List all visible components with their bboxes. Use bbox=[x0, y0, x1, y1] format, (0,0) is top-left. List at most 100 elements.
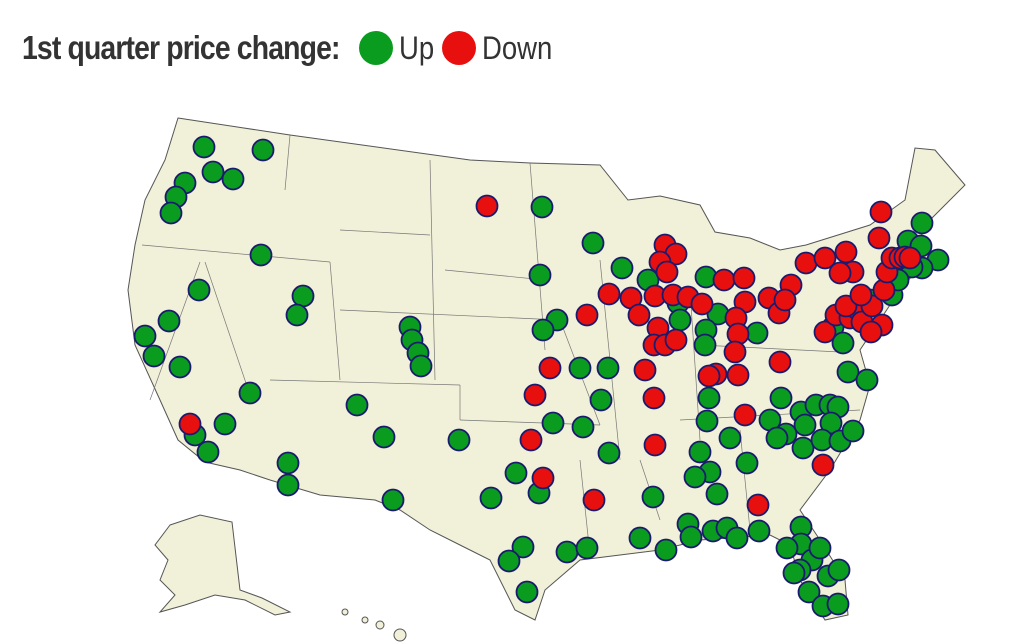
marker-up bbox=[855, 368, 879, 392]
marker-up bbox=[249, 243, 273, 267]
up-swatch-icon bbox=[359, 31, 394, 65]
marker-up bbox=[159, 201, 183, 225]
marker-up bbox=[213, 412, 237, 436]
marker-up bbox=[718, 426, 742, 450]
marker-up bbox=[497, 549, 521, 573]
marker-down bbox=[849, 283, 873, 307]
marker-down bbox=[828, 261, 852, 285]
marker-up bbox=[688, 440, 712, 464]
marker-up bbox=[827, 558, 851, 582]
markers bbox=[133, 135, 950, 618]
marker-up bbox=[168, 355, 192, 379]
marker-up bbox=[571, 415, 595, 439]
marker-up bbox=[735, 451, 759, 475]
marker-up bbox=[187, 278, 211, 302]
state-border bbox=[141, 244, 331, 263]
state-border bbox=[339, 309, 561, 321]
marker-up bbox=[747, 519, 771, 543]
marker-down bbox=[538, 356, 562, 380]
marker-up bbox=[504, 461, 528, 485]
hawaii-outline bbox=[341, 608, 407, 642]
marker-up bbox=[745, 321, 769, 345]
marker-up bbox=[531, 318, 555, 342]
state-borders bbox=[141, 134, 861, 556]
marker-up bbox=[597, 441, 621, 465]
marker-up bbox=[581, 231, 605, 255]
marker-down bbox=[597, 282, 621, 306]
marker-up bbox=[668, 308, 692, 332]
marker-up bbox=[808, 536, 832, 560]
state-border bbox=[739, 429, 751, 531]
marker-up bbox=[541, 411, 565, 435]
marker-up bbox=[793, 413, 817, 437]
marker-down bbox=[867, 226, 891, 250]
marker-up bbox=[555, 540, 579, 564]
marker-down bbox=[898, 246, 922, 270]
marker-up bbox=[589, 388, 613, 412]
marker-up bbox=[705, 482, 729, 506]
marker-down bbox=[768, 350, 792, 374]
marker-up bbox=[628, 526, 652, 550]
marker-up bbox=[568, 356, 592, 380]
marker-down bbox=[813, 246, 837, 270]
marker-down bbox=[642, 386, 666, 410]
marker-down bbox=[475, 194, 499, 218]
marker-down bbox=[834, 240, 858, 264]
marker-down bbox=[811, 453, 835, 477]
marker-up bbox=[596, 356, 620, 380]
marker-up bbox=[345, 393, 369, 417]
marker-up bbox=[381, 488, 405, 512]
marker-down bbox=[690, 292, 714, 316]
marker-down bbox=[655, 260, 679, 284]
marker-up bbox=[285, 303, 309, 327]
legend-up-label: Up bbox=[399, 29, 435, 66]
marker-up bbox=[697, 386, 721, 410]
marker-down bbox=[746, 493, 770, 517]
legend: 1st quarter price change: Up Down bbox=[22, 24, 558, 72]
marker-up bbox=[683, 465, 707, 489]
legend-down-label: Down bbox=[482, 29, 553, 66]
marker-up bbox=[192, 135, 216, 159]
state-border bbox=[444, 269, 546, 281]
marker-down bbox=[627, 303, 651, 327]
marker-down bbox=[575, 303, 599, 327]
marker-down bbox=[733, 403, 757, 427]
marker-down bbox=[726, 363, 750, 387]
marker-up bbox=[479, 486, 503, 510]
marker-up bbox=[511, 535, 535, 559]
marker-down bbox=[582, 488, 606, 512]
marker-up bbox=[841, 419, 865, 443]
marker-up bbox=[276, 473, 300, 497]
state-border bbox=[329, 261, 341, 381]
marker-up bbox=[372, 425, 396, 449]
marker-up bbox=[133, 324, 157, 348]
marker-up bbox=[695, 409, 719, 433]
marker-up bbox=[782, 561, 806, 585]
marker-up bbox=[251, 138, 275, 162]
legend-title: 1st quarter price change: bbox=[22, 29, 340, 66]
marker-down bbox=[643, 433, 667, 457]
marker-down bbox=[732, 266, 756, 290]
marker-up bbox=[797, 580, 821, 604]
marker-up bbox=[291, 284, 315, 308]
marker-up bbox=[238, 381, 262, 405]
marker-up bbox=[528, 263, 552, 287]
marker-up bbox=[221, 167, 245, 191]
state-border bbox=[284, 134, 291, 191]
marker-down bbox=[519, 428, 543, 452]
state-border bbox=[429, 159, 436, 381]
marker-up bbox=[693, 333, 717, 357]
marker-up bbox=[201, 160, 225, 184]
marker-down bbox=[859, 320, 883, 344]
marker-up bbox=[447, 428, 471, 452]
marker-up bbox=[641, 485, 665, 509]
marker-up bbox=[515, 580, 539, 604]
marker-down bbox=[633, 358, 657, 382]
marker-up bbox=[831, 331, 855, 355]
marker-down bbox=[531, 466, 555, 490]
marker-up bbox=[836, 360, 860, 384]
marker-up bbox=[679, 525, 703, 549]
marker-up bbox=[157, 309, 181, 333]
marker-up bbox=[142, 344, 166, 368]
